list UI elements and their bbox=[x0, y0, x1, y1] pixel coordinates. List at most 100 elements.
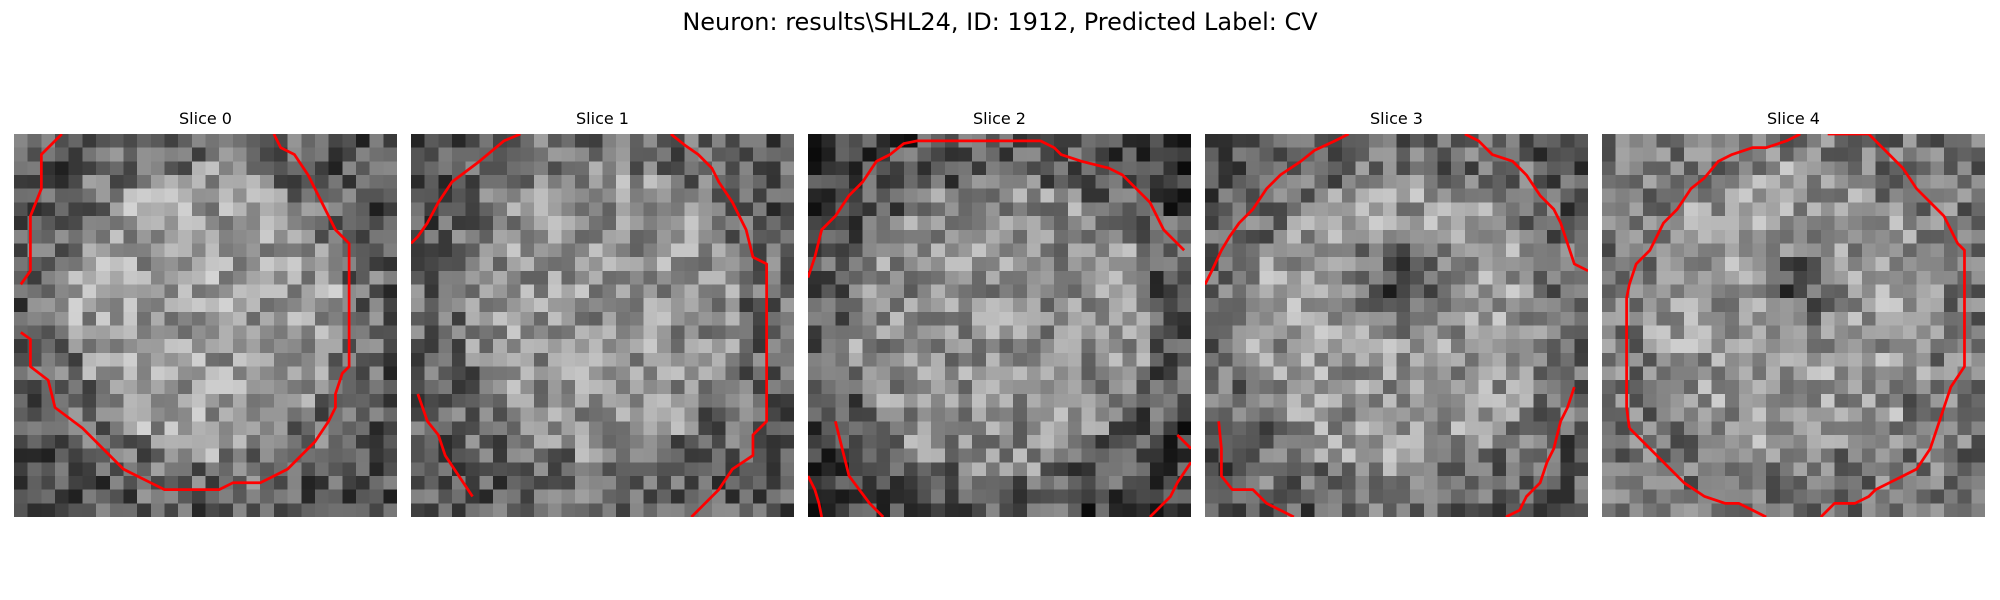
pixel bbox=[1382, 503, 1397, 517]
pixel bbox=[314, 298, 329, 313]
pixel bbox=[178, 298, 193, 313]
pixel bbox=[1957, 229, 1972, 244]
pixel bbox=[752, 284, 767, 299]
pixel bbox=[109, 421, 124, 436]
pixel bbox=[1807, 325, 1822, 340]
pixel bbox=[1533, 284, 1548, 299]
pixel bbox=[616, 489, 631, 504]
pixel bbox=[780, 298, 794, 313]
pixel bbox=[1122, 229, 1137, 244]
pixel bbox=[1300, 243, 1315, 258]
pixel bbox=[1793, 216, 1808, 231]
pixel bbox=[479, 366, 494, 381]
pixel bbox=[629, 270, 644, 285]
pixel bbox=[1095, 188, 1110, 203]
pixel bbox=[1766, 489, 1781, 504]
pixel bbox=[739, 352, 754, 367]
pixel bbox=[1067, 257, 1082, 272]
pixel bbox=[999, 298, 1014, 313]
pixel bbox=[1177, 229, 1191, 244]
pixel bbox=[55, 366, 69, 381]
pixel bbox=[1889, 434, 1904, 449]
pixel bbox=[191, 448, 206, 463]
pixel bbox=[1287, 393, 1302, 408]
pixel bbox=[123, 325, 138, 340]
pixel bbox=[1369, 147, 1384, 162]
pixel bbox=[273, 352, 288, 367]
pixel bbox=[1423, 161, 1438, 176]
pixel bbox=[1396, 366, 1411, 381]
pixel bbox=[999, 229, 1014, 244]
pixel bbox=[1026, 147, 1041, 162]
pixel bbox=[479, 229, 494, 244]
pixel bbox=[1382, 229, 1397, 244]
pixel bbox=[438, 407, 453, 422]
pixel bbox=[68, 243, 83, 258]
pixel bbox=[1861, 407, 1876, 422]
pixel bbox=[1205, 352, 1219, 367]
pixel bbox=[1889, 489, 1904, 504]
pixel bbox=[752, 407, 767, 422]
pixel bbox=[821, 147, 836, 162]
pixel bbox=[1574, 393, 1588, 408]
pixel bbox=[711, 434, 726, 449]
pixel bbox=[1766, 503, 1781, 517]
pixel bbox=[1026, 380, 1041, 395]
pixel bbox=[411, 134, 425, 148]
pixel bbox=[725, 229, 740, 244]
pixel bbox=[1574, 489, 1588, 504]
pixel bbox=[1040, 407, 1055, 422]
pixel bbox=[1861, 161, 1876, 176]
pixel bbox=[1246, 229, 1260, 244]
pixel bbox=[109, 311, 124, 326]
pixel bbox=[1957, 188, 1972, 203]
pixel bbox=[383, 284, 397, 299]
pixel bbox=[424, 434, 439, 449]
pixel bbox=[1793, 325, 1808, 340]
pixel bbox=[547, 229, 562, 244]
pixel bbox=[1040, 270, 1055, 285]
pixel bbox=[1711, 257, 1726, 272]
pixel bbox=[1464, 325, 1479, 340]
pixel bbox=[1807, 407, 1822, 422]
pixel bbox=[96, 134, 111, 148]
pixel bbox=[972, 339, 987, 354]
pixel bbox=[1492, 352, 1507, 367]
pixel bbox=[1232, 257, 1247, 272]
pixel bbox=[1848, 393, 1863, 408]
pixel bbox=[657, 229, 672, 244]
pixel bbox=[1574, 298, 1588, 313]
pixel bbox=[1602, 407, 1616, 422]
pixel bbox=[1629, 325, 1644, 340]
pixel bbox=[1451, 475, 1466, 490]
pixel bbox=[465, 339, 480, 354]
pixel bbox=[1820, 339, 1835, 354]
pixel bbox=[876, 380, 891, 395]
pixel bbox=[752, 352, 767, 367]
pixel bbox=[1437, 339, 1452, 354]
pixel bbox=[808, 216, 822, 231]
pixel bbox=[82, 134, 97, 148]
pixel bbox=[260, 147, 275, 162]
pixel bbox=[205, 147, 220, 162]
pixel bbox=[1095, 462, 1110, 477]
pixel bbox=[41, 475, 56, 490]
pixel bbox=[588, 352, 603, 367]
pixel bbox=[1369, 352, 1384, 367]
pixel bbox=[1246, 270, 1260, 285]
pixel bbox=[1136, 407, 1151, 422]
pixel bbox=[1067, 270, 1082, 285]
pixel bbox=[191, 229, 206, 244]
pixel bbox=[493, 257, 508, 272]
pixel bbox=[493, 216, 508, 231]
pixel bbox=[1259, 434, 1274, 449]
pixel bbox=[1643, 421, 1657, 436]
pixel bbox=[602, 202, 617, 217]
pixel bbox=[1040, 489, 1055, 504]
pixel bbox=[287, 393, 302, 408]
pixel bbox=[1779, 339, 1794, 354]
pixel bbox=[972, 298, 987, 313]
pixel bbox=[424, 257, 439, 272]
pixel bbox=[1615, 503, 1630, 517]
pixel bbox=[1738, 188, 1753, 203]
